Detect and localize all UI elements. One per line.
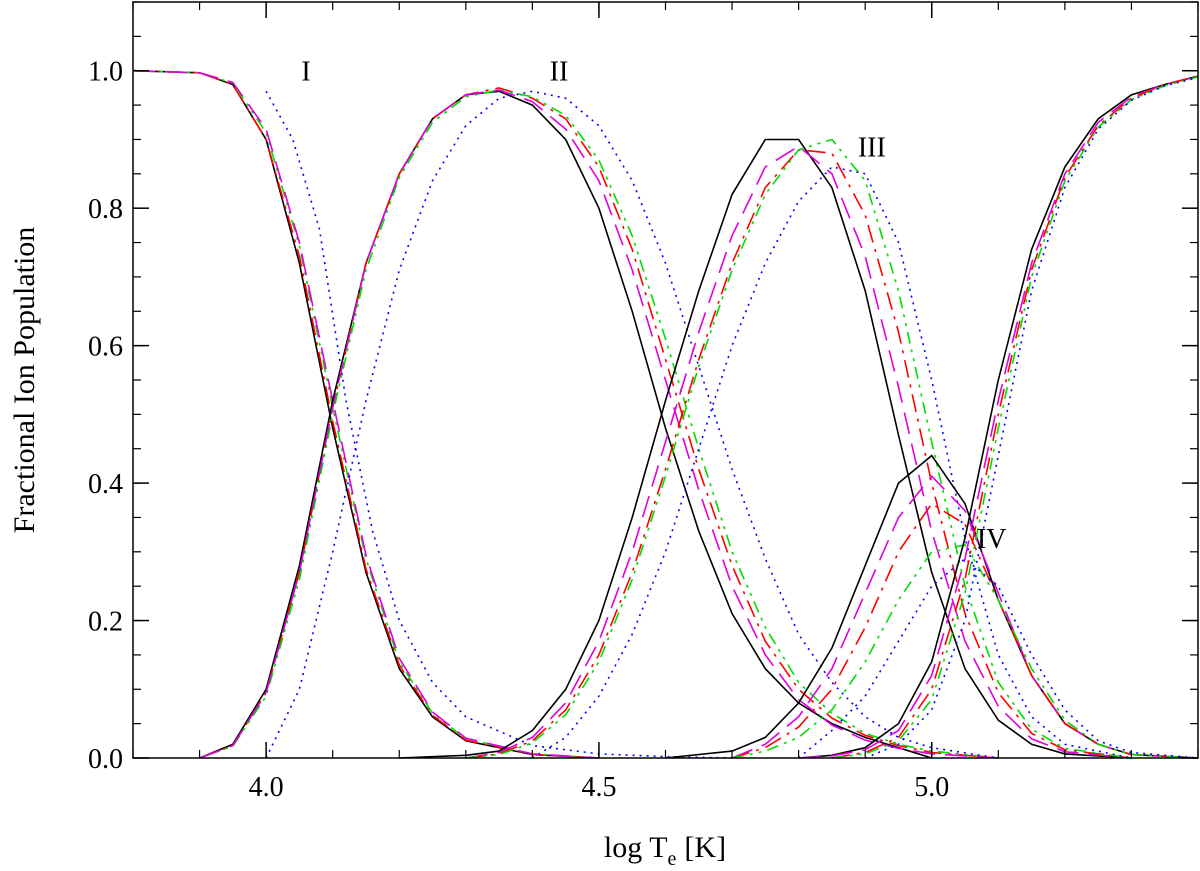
x-tick-label: 5.0 — [914, 772, 949, 803]
series-line-IV-19 — [731, 544, 1199, 759]
y-tick-label: 0.4 — [88, 469, 123, 500]
series-line-I-1 — [132, 69, 599, 759]
y-tick-label: 0.2 — [88, 607, 123, 638]
series-line-IV-20 — [798, 557, 1199, 759]
y-tick-label: 0.6 — [88, 332, 123, 363]
x-tick-label: 4.5 — [581, 772, 616, 803]
series-line-II-8 — [199, 89, 999, 759]
series-line-V-24 — [831, 76, 1199, 759]
y-tick-label: 0.8 — [88, 194, 123, 225]
axis-ticks — [132, 1, 1199, 759]
series-line-V-25 — [864, 76, 1199, 759]
ion-label-IV: IV — [977, 524, 1007, 555]
y-tick-label: 0.0 — [88, 744, 123, 775]
x-axis-label-subscript: e — [668, 848, 677, 870]
series-line-III-14 — [465, 138, 1132, 759]
tick-labels: 4.0 4.5 5.0 0.0 0.2 0.4 0.6 0.8 1.0 — [88, 57, 949, 803]
x-axis-label: log Te [K] — [604, 831, 726, 870]
series-line-III-15 — [531, 166, 1132, 759]
series-line-V-23 — [831, 75, 1199, 759]
series-curves — [132, 69, 1199, 759]
series-line-III-13 — [465, 148, 1132, 759]
series-line-I-3 — [132, 69, 599, 759]
series-line-II-7 — [199, 87, 999, 759]
series-line-V-21 — [798, 75, 1199, 759]
ion-label-I: I — [301, 57, 310, 88]
x-axis-label-main: log T — [604, 831, 668, 864]
y-tick-label: 1.0 — [88, 57, 123, 88]
series-line-IV-16 — [665, 454, 1199, 759]
series-line-IV-18 — [731, 502, 1199, 759]
series-line-V-22 — [798, 75, 1199, 759]
ion-label-II: II — [550, 57, 569, 88]
series-line-III-12 — [465, 145, 1132, 759]
series-line-II-10 — [265, 90, 999, 759]
x-axis-label-unit: [K] — [684, 831, 726, 864]
series-line-II-9 — [199, 89, 999, 759]
series-line-I-2 — [132, 69, 599, 759]
series-line-III-11 — [399, 138, 1132, 759]
ion-label-III: III — [858, 132, 886, 163]
y-axis-label: Fractional Ion Population — [8, 227, 41, 534]
series-line-I-4 — [132, 69, 599, 759]
series-line-II-6 — [199, 90, 932, 759]
x-tick-label: 4.0 — [249, 772, 284, 803]
